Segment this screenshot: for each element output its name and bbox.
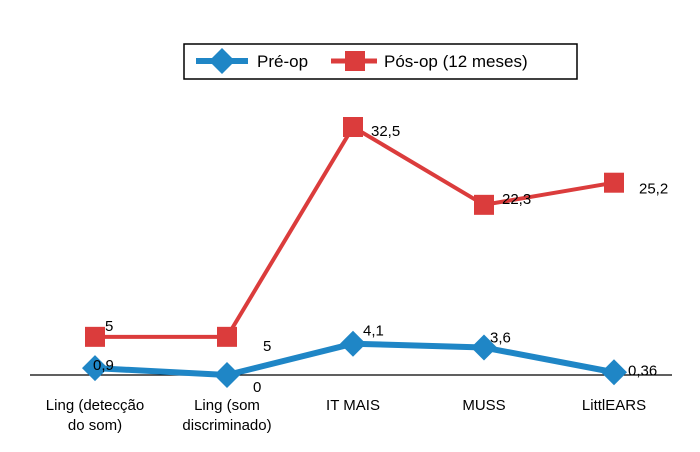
data-label: 22,3 — [502, 191, 531, 208]
data-point-square — [474, 194, 494, 215]
data-label: 4,1 — [363, 323, 384, 340]
data-point-diamond — [82, 355, 108, 382]
legend: Pré-op Pós-op (12 meses) — [183, 43, 578, 80]
data-label: 3,6 — [490, 330, 511, 347]
data-label: 32,5 — [371, 123, 400, 140]
series-pos-op: 5 5 32,5 22,3 25,2 — [85, 117, 668, 355]
data-point-diamond — [601, 359, 627, 386]
legend-box — [183, 43, 578, 80]
data-label: 25,2 — [639, 181, 668, 198]
legend-label-pre-op: Pré-op — [257, 52, 308, 71]
data-label: 5 — [263, 338, 271, 355]
data-point-diamond — [471, 334, 497, 361]
data-point-diamond — [340, 330, 366, 357]
legend-marker-diamond-icon — [209, 48, 235, 74]
legend-entry-pre-op: Pré-op — [196, 48, 308, 74]
data-point-square — [343, 117, 363, 137]
legend-marker-square-icon — [345, 51, 365, 71]
x-tick-label: discriminado) — [182, 417, 271, 434]
series-pre-op: 0,9 0 4,1 3,6 0,36 — [82, 323, 657, 396]
x-tick-label: MUSS — [462, 397, 505, 414]
series-layer: 5 5 32,5 22,3 25,2 0,9 0 4,1 3,6 0,36 — [82, 117, 668, 396]
data-label: 0,9 — [93, 357, 114, 374]
x-tick-label: Ling (detecção — [46, 397, 144, 414]
legend-entry-pos-op: Pós-op (12 meses) — [331, 51, 528, 71]
x-axis-tick-labels: Ling (detecção do som) Ling (som discrimina… — [46, 397, 646, 434]
x-tick-label: Ling (som — [194, 397, 260, 414]
data-point-square — [604, 172, 624, 193]
data-point-square — [85, 326, 105, 347]
data-label: 5 — [105, 318, 113, 335]
data-label: 0,36 — [628, 362, 657, 379]
data-point-square — [217, 326, 237, 347]
legend-label-pos-op: Pós-op (12 meses) — [384, 52, 528, 71]
x-tick-label: do som) — [68, 417, 122, 434]
data-label: 0 — [253, 379, 261, 396]
x-tick-label: LittlEARS — [582, 397, 646, 414]
data-point-diamond — [214, 362, 240, 388]
x-tick-label: IT MAIS — [326, 397, 380, 414]
